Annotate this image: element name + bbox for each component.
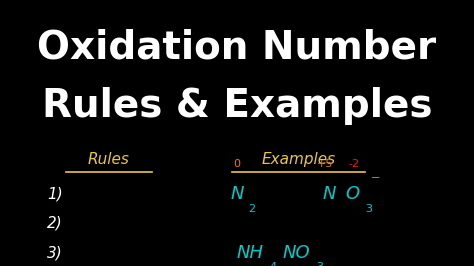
Text: N: N <box>230 185 244 203</box>
Text: NO: NO <box>282 244 310 262</box>
Text: 1): 1) <box>47 187 63 202</box>
Text: Rules & Examples: Rules & Examples <box>42 88 432 125</box>
Text: 0: 0 <box>234 159 240 169</box>
Text: 4: 4 <box>269 262 276 266</box>
Text: 2: 2 <box>247 204 255 214</box>
Text: N: N <box>323 185 336 203</box>
Text: +5: +5 <box>317 159 333 169</box>
Text: 3: 3 <box>317 262 323 266</box>
Text: NH: NH <box>237 244 264 262</box>
Text: 3): 3) <box>47 245 63 260</box>
Text: Oxidation Number: Oxidation Number <box>37 29 437 67</box>
Text: -2: -2 <box>348 159 360 169</box>
Text: −: − <box>371 173 381 183</box>
Text: Examples: Examples <box>262 152 336 167</box>
Text: 2): 2) <box>47 216 63 231</box>
Text: 3: 3 <box>365 204 372 214</box>
Text: Rules: Rules <box>88 152 130 167</box>
Text: O: O <box>345 185 359 203</box>
